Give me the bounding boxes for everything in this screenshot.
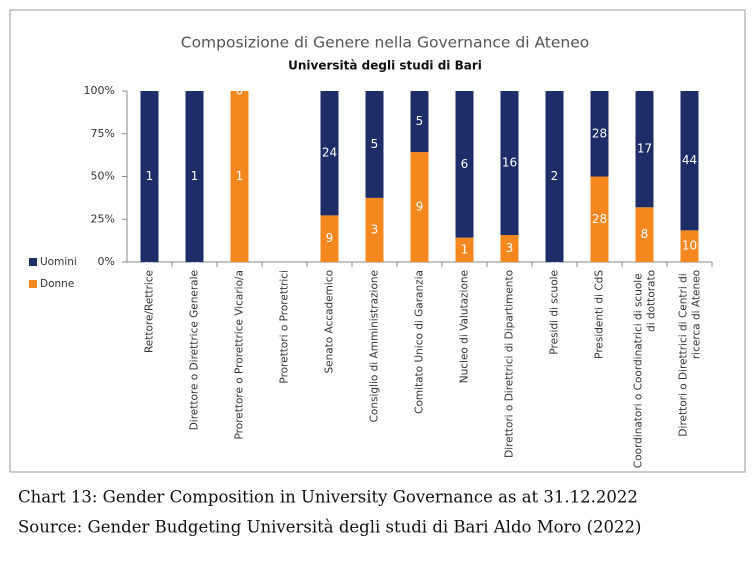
bar-segment	[230, 91, 249, 262]
x-tick-label: Direttori o Direttrici di Dipartimento	[504, 270, 516, 458]
bar-segment	[635, 207, 654, 262]
data-label: 6	[461, 157, 469, 171]
bar-segment	[365, 91, 384, 198]
data-label: 28	[592, 212, 607, 226]
y-tick-label: 0%	[98, 255, 115, 268]
data-label: 24	[322, 146, 337, 160]
data-label: 8	[641, 227, 649, 241]
caption: Chart 13: Gender Composition in Universi…	[18, 488, 638, 507]
x-tick-label: Nucleo di Valutazione	[459, 270, 471, 383]
bar-segment	[590, 91, 609, 177]
bar-segment	[500, 235, 519, 262]
y-tick-label: 25%	[91, 212, 115, 225]
x-tick-label: Presidi di scuole	[549, 270, 561, 355]
x-tick-label: Consiglio di Amministrazione	[369, 270, 381, 422]
chart-title: Composizione di Genere nella Governance …	[181, 34, 590, 52]
bar-segment	[320, 215, 339, 262]
data-label: 16	[502, 156, 517, 170]
x-tick-label: Prorettore o Prorettrice Vicario/a	[234, 270, 246, 439]
data-label: 2	[551, 169, 559, 183]
x-tick-label: Coordinatori o Coordinatrici di scuole d…	[633, 270, 658, 468]
data-label: 44	[682, 153, 697, 167]
data-label: 9	[416, 200, 424, 214]
bar-segment	[455, 91, 474, 238]
x-tick-label: Presidenti di CdS	[594, 270, 606, 359]
data-label: 5	[416, 114, 424, 128]
legend-label: Donne	[40, 278, 74, 290]
bar-segment	[365, 197, 384, 262]
x-tick-label: Comitato Unico di Garanzia	[414, 270, 426, 414]
bar-segment	[680, 91, 699, 231]
bar-segment	[500, 91, 519, 235]
data-label: 10	[682, 239, 697, 253]
y-tick-label: 75%	[91, 127, 115, 140]
data-label: 1	[236, 169, 244, 183]
x-tick-label: Rettore/Rettrice	[144, 270, 156, 353]
x-tick-label: Senato Accademico	[324, 270, 336, 374]
bar-segment	[140, 91, 159, 262]
x-tick-label: Direttore o Direttrice Generale	[189, 270, 201, 430]
legend-swatch	[29, 258, 37, 266]
caption: Source: Gender Budgeting Università degl…	[18, 518, 641, 537]
chart-frame	[9, 9, 746, 473]
data-label: 5	[371, 137, 379, 151]
data-label: 1	[146, 169, 154, 183]
data-label: 3	[371, 222, 379, 236]
bar-segment	[590, 176, 609, 262]
legend-swatch	[29, 280, 37, 288]
data-label: 1	[461, 242, 469, 256]
chart-subtitle: Università degli studi di Bari	[288, 59, 482, 73]
data-label: 9	[326, 231, 334, 245]
y-tick-label: 100%	[84, 84, 115, 97]
bar-segment	[410, 91, 429, 153]
legend-label: Uomini	[40, 256, 77, 268]
data-label: 1	[191, 169, 199, 183]
bar-segment	[455, 237, 474, 262]
x-tick-label: Direttori o Direttrici di Centri di rice…	[678, 270, 703, 437]
bar-segment	[320, 91, 339, 216]
data-label: 17	[637, 142, 652, 156]
bar-segment	[545, 91, 564, 262]
bar-segment	[635, 91, 654, 208]
data-label: 0	[236, 84, 244, 98]
bar-segment	[680, 230, 699, 262]
x-tick-label: Prorettori o Prorettrici	[279, 270, 291, 384]
bar-segment	[410, 152, 429, 262]
y-tick-label: 50%	[91, 170, 115, 183]
data-label: 3	[506, 241, 514, 255]
data-label: 28	[592, 126, 607, 140]
bar-segment	[185, 91, 204, 262]
